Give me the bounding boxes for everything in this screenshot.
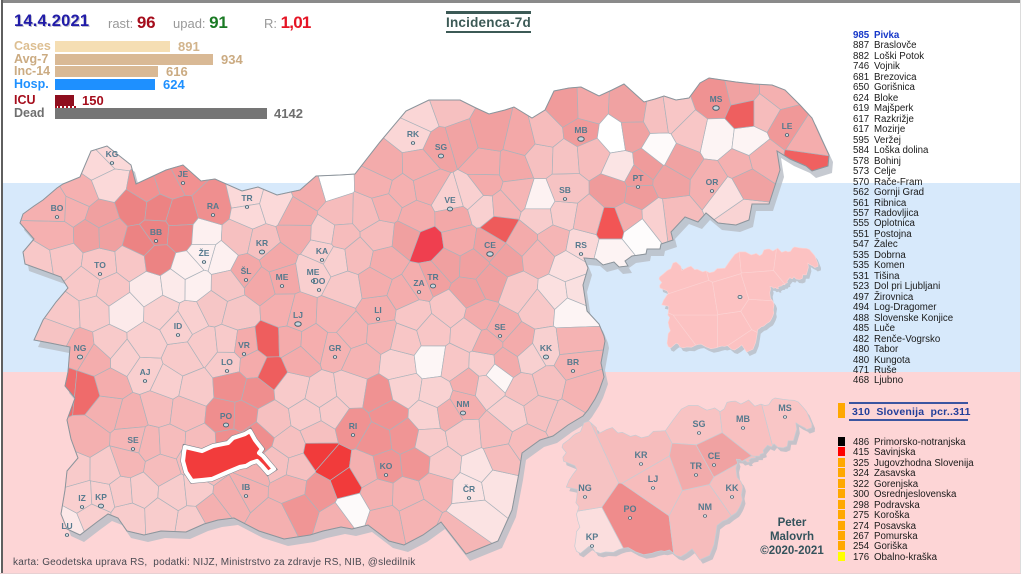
svg-text:BB: BB — [150, 227, 162, 237]
svg-text:PO: PO — [623, 504, 636, 514]
svg-text:LJ: LJ — [293, 310, 303, 320]
svg-text:ŠL: ŠL — [241, 265, 252, 276]
svg-text:VR: VR — [238, 340, 250, 350]
svg-text:VE: VE — [444, 195, 456, 205]
svg-text:KP: KP — [586, 532, 599, 542]
svg-text:NM: NM — [698, 502, 712, 512]
svg-text:LJ: LJ — [648, 474, 659, 484]
svg-text:MB: MB — [574, 125, 587, 135]
svg-text:RA: RA — [207, 201, 219, 211]
svg-text:SE: SE — [494, 322, 506, 332]
svg-text:LO: LO — [221, 357, 233, 367]
svg-text:ZA: ZA — [413, 278, 424, 288]
svg-text:LU: LU — [61, 521, 72, 531]
svg-text:KP: KP — [95, 492, 107, 502]
svg-text:PT: PT — [633, 173, 645, 183]
svg-text:TR: TR — [241, 193, 252, 203]
svg-text:KO: KO — [380, 461, 393, 471]
svg-text:KK: KK — [540, 343, 553, 353]
svg-text:ID: ID — [174, 321, 183, 331]
svg-text:MB: MB — [736, 414, 750, 424]
svg-text:OR: OR — [706, 177, 719, 187]
svg-text:MS: MS — [710, 94, 723, 104]
svg-text:ČR: ČR — [463, 483, 475, 494]
svg-text:ME: ME — [276, 272, 289, 282]
svg-text:KR: KR — [256, 238, 268, 248]
svg-text:BR: BR — [567, 357, 579, 367]
svg-text:BO: BO — [51, 203, 64, 213]
svg-text:SE: SE — [127, 435, 139, 445]
svg-text:MS: MS — [778, 403, 792, 413]
svg-text:PO: PO — [220, 411, 233, 421]
svg-text:AJ: AJ — [140, 367, 151, 377]
svg-text:KK: KK — [726, 483, 739, 493]
svg-text:CE: CE — [484, 240, 496, 250]
svg-text:LE: LE — [782, 121, 793, 131]
svg-text:TR: TR — [690, 461, 702, 471]
svg-text:GR: GR — [329, 343, 342, 353]
svg-text:IB: IB — [242, 482, 251, 492]
svg-text:NG: NG — [74, 343, 87, 353]
svg-text:KA: KA — [316, 246, 328, 256]
svg-text:NM: NM — [456, 399, 469, 409]
svg-text:JE: JE — [178, 169, 189, 179]
svg-text:KG: KG — [106, 149, 119, 159]
svg-text:ME: ME — [307, 267, 320, 277]
svg-text:CE: CE — [708, 451, 721, 461]
svg-text:SG: SG — [435, 142, 448, 152]
svg-text:KR: KR — [635, 450, 648, 460]
svg-text:TR: TR — [427, 272, 438, 282]
svg-text:DO: DO — [313, 276, 326, 286]
svg-text:SG: SG — [692, 419, 705, 429]
svg-text:RS: RS — [575, 240, 587, 250]
svg-text:RI: RI — [349, 421, 358, 431]
svg-text:TO: TO — [94, 260, 106, 270]
svg-text:LI: LI — [374, 305, 382, 315]
svg-text:ŽE: ŽE — [199, 247, 210, 258]
svg-text:SB: SB — [559, 185, 571, 195]
svg-text:RK: RK — [407, 129, 420, 139]
svg-text:NG: NG — [578, 483, 592, 493]
svg-text:IZ: IZ — [78, 493, 86, 503]
